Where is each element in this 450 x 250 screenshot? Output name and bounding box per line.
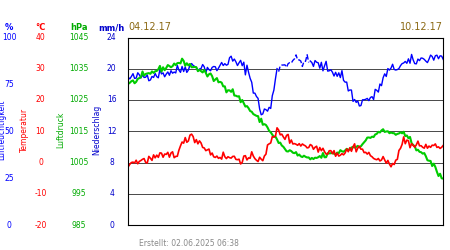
Text: 50: 50 [4, 127, 14, 136]
Text: Luftdruck: Luftdruck [56, 112, 65, 148]
Text: hPa: hPa [70, 24, 87, 32]
Text: 0: 0 [109, 220, 114, 230]
Text: 1045: 1045 [69, 33, 89, 42]
Text: 0: 0 [7, 220, 11, 230]
Text: %: % [5, 24, 13, 32]
Text: Luftfeuchtigkeit: Luftfeuchtigkeit [0, 100, 7, 160]
Text: 985: 985 [72, 220, 86, 230]
Text: °C: °C [35, 24, 46, 32]
Text: 0: 0 [38, 158, 43, 167]
Text: 10.12.17: 10.12.17 [400, 22, 443, 32]
Text: 04.12.17: 04.12.17 [128, 22, 171, 32]
Text: 100: 100 [2, 33, 16, 42]
Text: Temperatur: Temperatur [20, 108, 29, 152]
Text: Niederschlag: Niederschlag [92, 105, 101, 155]
Text: 1015: 1015 [69, 127, 88, 136]
Text: 8: 8 [109, 158, 114, 167]
Text: 1005: 1005 [69, 158, 89, 167]
Text: Erstellt: 02.06.2025 06:38: Erstellt: 02.06.2025 06:38 [139, 238, 239, 248]
Text: -20: -20 [34, 220, 47, 230]
Text: 995: 995 [72, 189, 86, 198]
Text: 24: 24 [107, 33, 117, 42]
Text: 16: 16 [107, 96, 117, 104]
Text: mm/h: mm/h [99, 24, 125, 32]
Text: 25: 25 [4, 174, 14, 182]
Text: 1035: 1035 [69, 64, 89, 73]
Text: 30: 30 [36, 64, 45, 73]
Text: -10: -10 [34, 189, 47, 198]
Text: 20: 20 [107, 64, 117, 73]
Text: 1025: 1025 [69, 96, 88, 104]
Text: 4: 4 [109, 189, 114, 198]
Text: 75: 75 [4, 80, 14, 89]
Text: 40: 40 [36, 33, 45, 42]
Text: 20: 20 [36, 96, 45, 104]
Text: 10: 10 [36, 127, 45, 136]
Text: 12: 12 [107, 127, 117, 136]
